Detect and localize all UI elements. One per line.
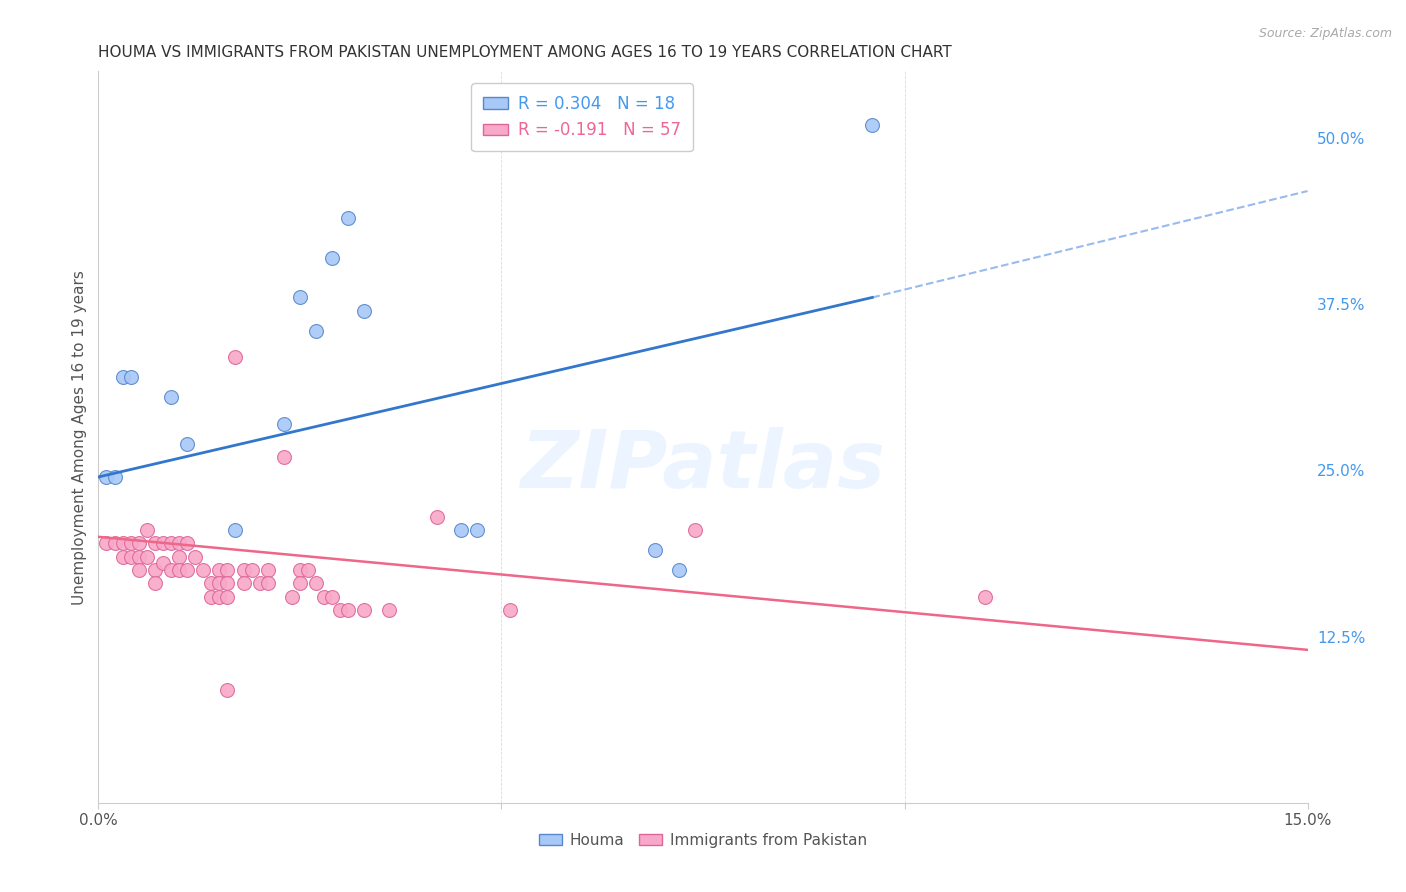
Point	[288, 290, 311, 304]
Point	[683, 523, 706, 537]
Text: Source: ZipAtlas.com: Source: ZipAtlas.com	[1258, 27, 1392, 40]
Point	[465, 523, 488, 537]
Point	[120, 549, 142, 564]
Point	[176, 563, 198, 577]
Text: HOUMA VS IMMIGRANTS FROM PAKISTAN UNEMPLOYMENT AMONG AGES 16 TO 19 YEARS CORRELA: HOUMA VS IMMIGRANTS FROM PAKISTAN UNEMPL…	[98, 45, 952, 61]
Point	[143, 576, 166, 591]
Point	[305, 576, 328, 591]
Point	[426, 509, 449, 524]
Point	[321, 251, 343, 265]
Point	[160, 536, 183, 550]
Point	[176, 536, 198, 550]
Point	[143, 563, 166, 577]
Point	[111, 549, 134, 564]
Point	[217, 563, 239, 577]
Point	[377, 603, 399, 617]
Point	[120, 370, 142, 384]
Point	[152, 557, 174, 571]
Point	[329, 603, 352, 617]
Point	[96, 470, 118, 484]
Point	[314, 590, 336, 604]
Point	[288, 563, 311, 577]
Point	[249, 576, 271, 591]
Point	[208, 563, 231, 577]
Point	[256, 563, 278, 577]
Point	[974, 590, 997, 604]
Point	[103, 470, 125, 484]
Point	[208, 590, 231, 604]
Point	[135, 549, 157, 564]
Point	[281, 590, 304, 604]
Point	[305, 324, 328, 338]
Point	[217, 590, 239, 604]
Point	[256, 576, 278, 591]
Point	[128, 549, 150, 564]
Point	[240, 563, 263, 577]
Point	[143, 536, 166, 550]
Point	[217, 682, 239, 697]
Point	[337, 603, 360, 617]
Point	[128, 563, 150, 577]
Point	[176, 436, 198, 450]
Point	[353, 603, 375, 617]
Legend: Houma, Immigrants from Pakistan: Houma, Immigrants from Pakistan	[533, 827, 873, 854]
Point	[200, 590, 222, 604]
Point	[120, 536, 142, 550]
Point	[160, 563, 183, 577]
Point	[193, 563, 215, 577]
Point	[232, 563, 254, 577]
Point	[111, 536, 134, 550]
Point	[450, 523, 472, 537]
Point	[200, 576, 222, 591]
Point	[152, 536, 174, 550]
Point	[232, 576, 254, 591]
Point	[337, 211, 360, 225]
Point	[224, 523, 246, 537]
Point	[498, 603, 520, 617]
Point	[111, 370, 134, 384]
Text: ZIPatlas: ZIPatlas	[520, 427, 886, 506]
Point	[184, 549, 207, 564]
Point	[167, 563, 190, 577]
Point	[217, 576, 239, 591]
Point	[273, 417, 295, 431]
Point	[96, 536, 118, 550]
Point	[103, 536, 125, 550]
Point	[273, 450, 295, 464]
Point	[321, 590, 343, 604]
Point	[208, 576, 231, 591]
Point	[167, 549, 190, 564]
Point	[297, 563, 319, 577]
Point	[167, 536, 190, 550]
Point	[353, 303, 375, 318]
Point	[288, 576, 311, 591]
Point	[160, 390, 183, 404]
Point	[860, 118, 883, 132]
Point	[135, 523, 157, 537]
Y-axis label: Unemployment Among Ages 16 to 19 years: Unemployment Among Ages 16 to 19 years	[72, 269, 87, 605]
Point	[668, 563, 690, 577]
Point	[644, 543, 666, 558]
Point	[128, 536, 150, 550]
Point	[224, 351, 246, 365]
